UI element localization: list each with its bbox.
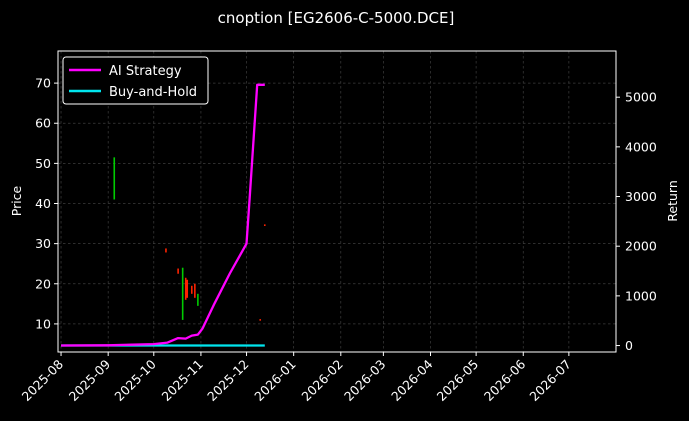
y-left-tick-label: 70: [35, 76, 51, 91]
legend: AI Strategy Buy-and-Hold: [62, 56, 209, 105]
y-axis-right-label: Return: [665, 180, 680, 221]
legend-label-ai-strategy: AI Strategy: [109, 64, 182, 79]
y-axis-left-label: Price: [9, 185, 24, 216]
series-lines: [60, 83, 265, 347]
y-left-tick-label: 50: [35, 156, 51, 171]
series-line-ai-strategy: [60, 83, 265, 347]
y-left-tick-label: 10: [35, 316, 51, 331]
y-left-tick-label: 40: [35, 196, 51, 211]
y-right-tick-label: 0: [625, 338, 633, 353]
y-right-tick-label: 4000: [625, 139, 657, 154]
y-axis-right: 0 1000 2000 3000 4000 5000: [616, 90, 657, 353]
y-axis-left: 10 20 30 40 50 60 70: [35, 76, 58, 331]
y-right-tick-label: 2000: [625, 239, 657, 254]
chart-title: cnoption [EG2606-C-5000.DCE]: [218, 9, 455, 27]
y-left-tick-label: 60: [35, 116, 51, 131]
y-left-tick-label: 20: [35, 276, 51, 291]
y-right-tick-label: 3000: [625, 189, 657, 204]
y-right-tick-label: 5000: [625, 90, 657, 105]
plot-frame: [57, 50, 617, 353]
legend-label-buy-and-hold: Buy-and-Hold: [109, 85, 197, 100]
y-left-tick-label: 30: [35, 236, 51, 251]
price-bars: [113, 157, 266, 321]
y-right-tick-label: 1000: [625, 288, 657, 303]
